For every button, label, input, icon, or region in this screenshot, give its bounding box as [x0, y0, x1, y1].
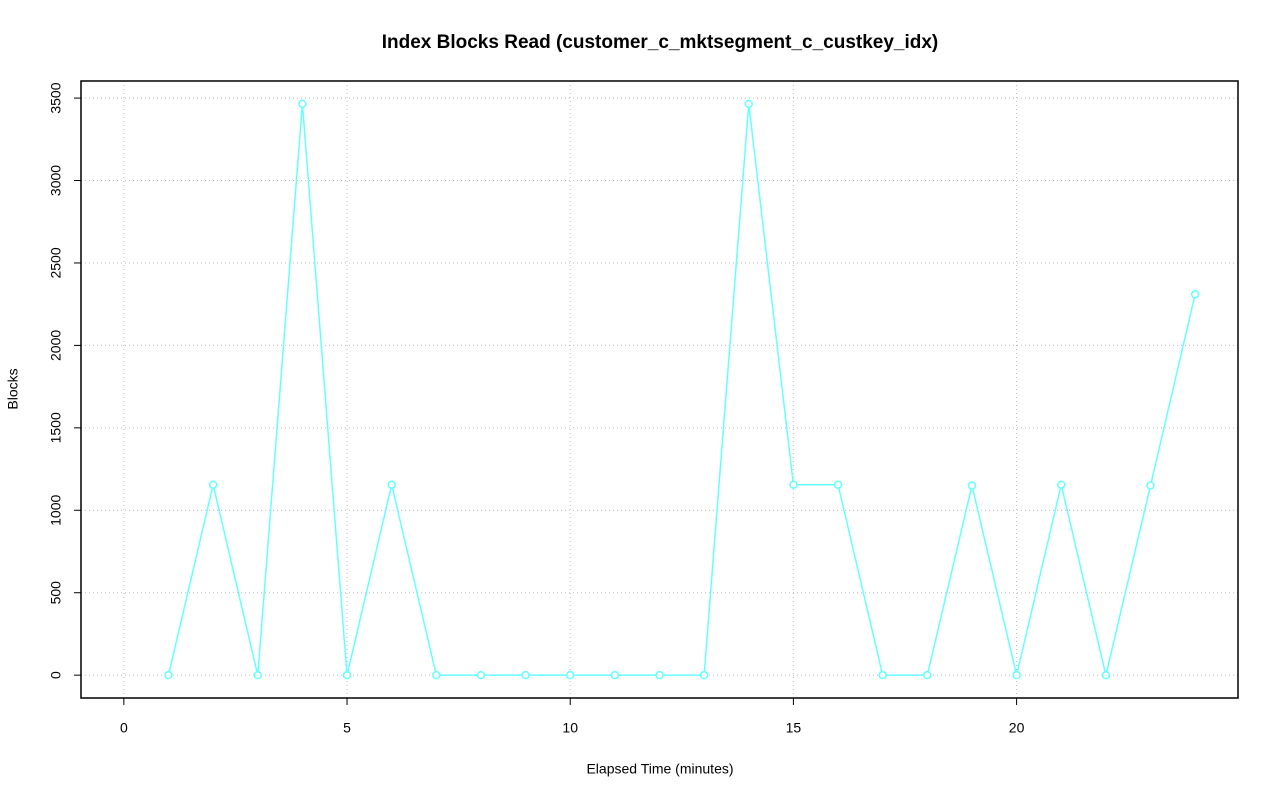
point	[789, 480, 798, 489]
x-axis-label: Elapsed Time (minutes)	[586, 761, 733, 777]
point	[476, 670, 486, 680]
point	[253, 670, 263, 680]
x-tick-label: 15	[786, 720, 802, 736]
point	[432, 670, 441, 680]
point	[208, 480, 218, 489]
point	[967, 481, 977, 490]
x-tick-label: 10	[562, 720, 578, 736]
y-tick-label: 2000	[48, 330, 64, 361]
point	[1056, 480, 1066, 489]
point	[1190, 290, 1200, 299]
y-axis-label: Blocks	[5, 368, 21, 409]
plot-frame	[80, 80, 1239, 699]
y-tick-label: 2500	[48, 247, 64, 278]
point	[298, 99, 307, 109]
point	[565, 670, 575, 680]
point	[387, 480, 396, 489]
line	[167, 103, 1196, 676]
y-tick-label: 1500	[48, 412, 64, 443]
y-tick-label: 0	[48, 671, 64, 679]
point	[1146, 481, 1155, 490]
point	[744, 99, 754, 109]
y-tick-label: 500	[48, 581, 64, 605]
point	[342, 670, 352, 680]
x-tick-label: 20	[1009, 720, 1025, 736]
y-tick-label: 3000	[48, 165, 64, 196]
point	[923, 670, 932, 680]
point	[878, 670, 887, 680]
point	[1012, 670, 1021, 680]
y-tick-label: 1000	[48, 494, 64, 525]
y-tick-label: 3500	[48, 82, 64, 113]
x-tick-label: 0	[120, 720, 128, 736]
point	[1101, 670, 1111, 680]
point	[655, 670, 664, 680]
point	[164, 670, 173, 680]
point	[833, 480, 843, 489]
point	[610, 670, 620, 680]
point	[699, 670, 709, 680]
x-tick-label: 5	[343, 720, 351, 736]
chart-title: Index Blocks Read (customer_c_mktsegment…	[382, 32, 939, 53]
point	[521, 670, 530, 680]
